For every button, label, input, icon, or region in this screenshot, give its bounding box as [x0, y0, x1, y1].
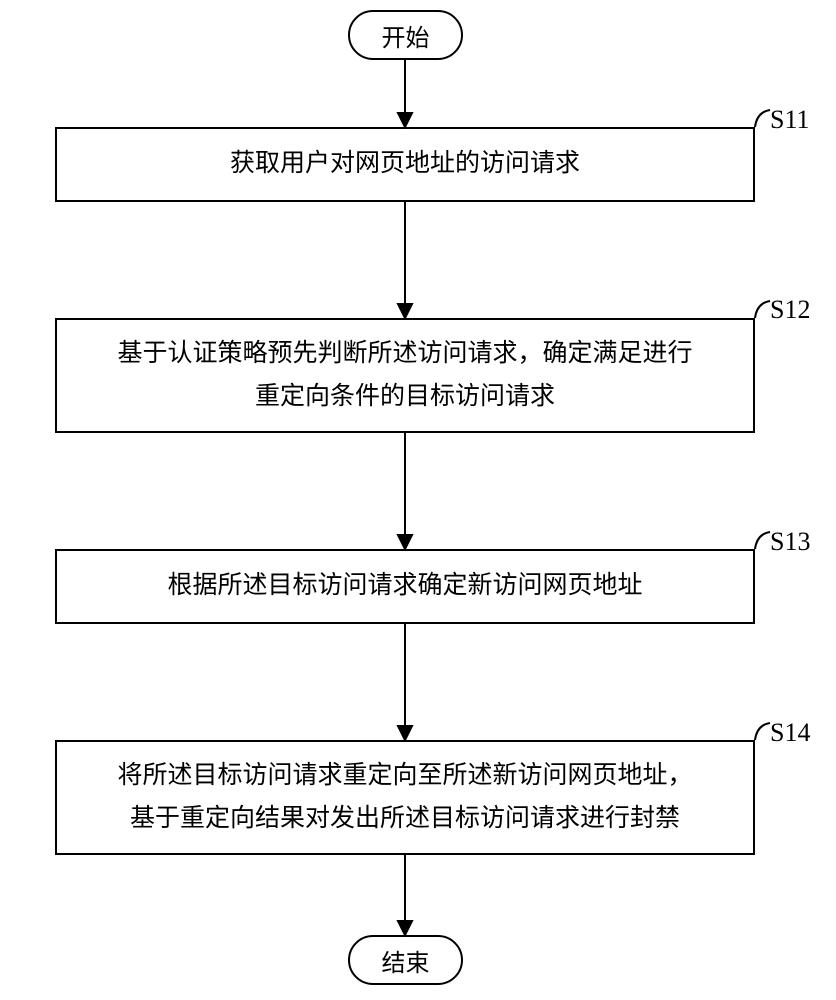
terminator-start-text: 开始: [382, 18, 430, 53]
process-s13: 根据所述目标访问请求确定新访问网页地址: [55, 549, 755, 624]
terminator-end-text: 结束: [382, 943, 430, 978]
process-s11: 获取用户对网页地址的访问请求: [55, 127, 755, 202]
process-s12-text: 基于认证策略预先判断所述访问请求，确定满足进行 重定向条件的目标访问请求: [117, 333, 692, 418]
process-s14-text: 将所述目标访问请求重定向至所述新访问网页地址， 基于重定向结果对发出所述目标访问…: [117, 755, 692, 840]
step-label-s12: S12: [770, 295, 810, 325]
process-s13-text: 根据所述目标访问请求确定新访问网页地址: [167, 565, 642, 608]
process-s11-text: 获取用户对网页地址的访问请求: [230, 143, 580, 186]
terminator-end: 结束: [348, 935, 463, 985]
step-label-s11: S11: [770, 105, 810, 135]
step-label-s13: S13: [770, 527, 810, 557]
process-s12: 基于认证策略预先判断所述访问请求，确定满足进行 重定向条件的目标访问请求: [55, 318, 755, 433]
terminator-start: 开始: [348, 10, 463, 60]
process-s14: 将所述目标访问请求重定向至所述新访问网页地址， 基于重定向结果对发出所述目标访问…: [55, 740, 755, 855]
step-label-s14: S14: [770, 718, 810, 748]
